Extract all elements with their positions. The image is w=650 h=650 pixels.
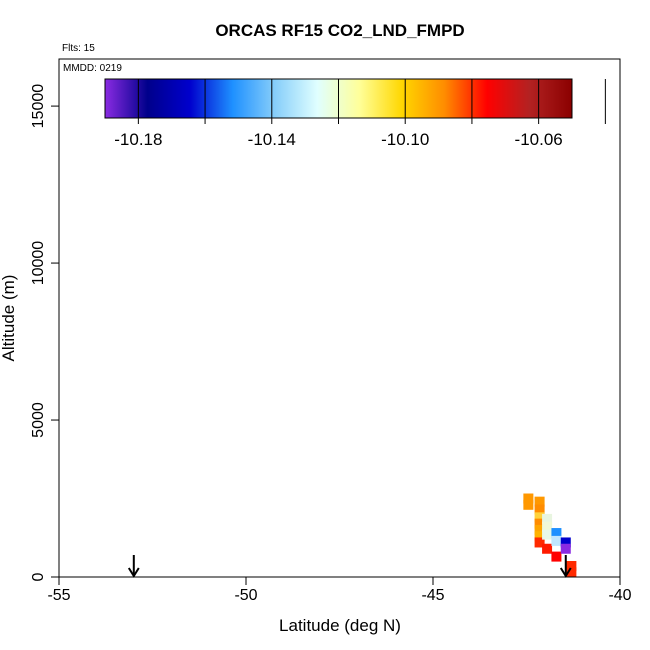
x-axis: -55 -50 -45 -40	[47, 576, 632, 604]
x-axis-label: Latitude (deg N)	[279, 616, 401, 635]
data-point	[542, 513, 553, 524]
y-tick-label: 0	[30, 572, 47, 581]
y-axis-label: Altitude (m)	[0, 275, 18, 362]
colorbar-tick-label: -10.18	[114, 130, 162, 149]
data-point	[542, 521, 553, 532]
colorbar-tick-label: -10.14	[248, 130, 296, 149]
flights-label: Flts: 15	[62, 43, 95, 54]
data-point	[534, 496, 545, 507]
colorbar-tick-label: -10.10	[381, 130, 429, 149]
x-tick-label: -50	[234, 587, 257, 604]
data-point	[560, 543, 571, 554]
data-point	[534, 524, 545, 535]
y-tick-label: 15000	[30, 84, 47, 129]
data-point	[551, 528, 562, 539]
data-point	[534, 537, 545, 548]
data-point	[534, 512, 545, 523]
y-tick-label: 5000	[30, 402, 47, 438]
date-label: MMDD: 0219	[63, 63, 122, 74]
colorbar-tick-label: -10.06	[515, 130, 563, 149]
arrows	[127, 555, 572, 578]
data-point	[534, 518, 545, 529]
data-point	[566, 567, 577, 578]
data-points	[523, 493, 577, 578]
data-point	[551, 535, 562, 546]
x-tick-label: -55	[47, 587, 70, 604]
colorbar: -10.18 -10.14 -10.10 -10.06	[104, 78, 606, 149]
data-point	[560, 537, 571, 548]
y-tick-label: 10000	[30, 241, 47, 286]
data-point	[523, 493, 534, 504]
x-tick-label: -45	[421, 587, 444, 604]
y-axis: 0 5000 10000 15000	[30, 84, 60, 581]
data-point	[551, 551, 562, 562]
arrow-marker	[127, 555, 140, 578]
data-point	[542, 529, 553, 540]
data-point	[534, 504, 545, 515]
chart-title: ORCAS RF15 CO2_LND_FMPD	[215, 21, 464, 40]
data-point	[566, 561, 577, 572]
data-point	[542, 543, 553, 554]
arrow-marker	[559, 555, 572, 578]
data-point	[523, 499, 534, 510]
x-tick-label: -40	[608, 587, 631, 604]
data-point	[534, 531, 545, 542]
